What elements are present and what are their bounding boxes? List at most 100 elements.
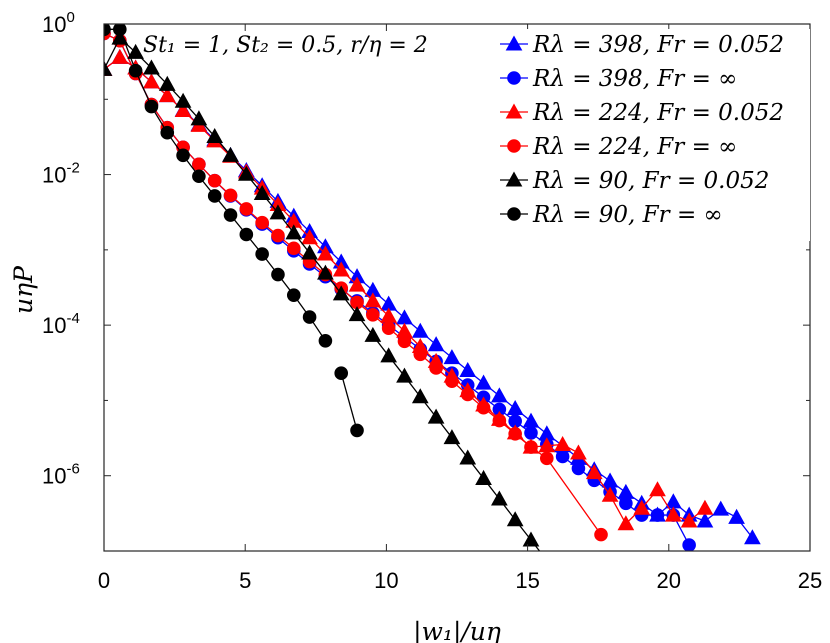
data-point xyxy=(160,125,175,140)
data-point xyxy=(207,189,222,203)
data-point xyxy=(429,361,443,375)
data-point xyxy=(223,208,238,222)
data-point xyxy=(222,146,239,162)
legend-item: Rλ = 224, Fr = ∞ xyxy=(500,134,737,160)
data-point xyxy=(682,538,696,551)
data-point xyxy=(476,400,491,415)
data-point xyxy=(144,99,159,114)
data-point xyxy=(301,244,318,260)
data-point xyxy=(271,228,285,243)
data-point xyxy=(524,440,538,454)
series-4 xyxy=(104,29,541,551)
data-point xyxy=(491,490,508,506)
data-point xyxy=(475,469,492,485)
legend-item: Rλ = 224, Fr = 0.052 xyxy=(500,100,784,126)
data-point xyxy=(364,292,382,308)
series-5 xyxy=(104,24,364,438)
data-point xyxy=(176,148,190,163)
legend: Rλ = 398, Fr = 0.052 Rλ = 398, Fr = ∞ Rλ =… xyxy=(494,29,810,241)
data-point xyxy=(237,165,255,181)
data-point xyxy=(712,500,730,516)
data-point xyxy=(540,451,554,466)
data-point xyxy=(104,60,113,76)
data-point xyxy=(223,188,238,203)
data-point xyxy=(334,366,349,380)
data-point xyxy=(255,215,269,230)
data-point xyxy=(143,73,160,89)
data-point xyxy=(127,43,144,59)
data-point xyxy=(239,202,254,216)
data-point xyxy=(459,361,477,377)
data-point xyxy=(128,63,143,78)
data-point xyxy=(381,321,396,336)
data-point xyxy=(585,464,603,480)
data-point xyxy=(255,247,269,261)
data-point xyxy=(492,413,507,428)
data-point xyxy=(443,349,461,365)
data-point xyxy=(696,499,714,515)
data-point xyxy=(411,388,429,404)
y-tick-label: 100 xyxy=(42,9,75,37)
legend-item: Rλ = 90, Fr = 0.052 xyxy=(500,168,769,194)
data-point xyxy=(460,387,475,402)
legend-label: Rλ = 90, Fr = ∞ xyxy=(532,202,723,228)
data-point xyxy=(104,24,111,37)
data-point xyxy=(143,59,160,75)
legend-marker xyxy=(505,35,523,51)
legend-marker xyxy=(505,103,523,119)
x-tick-label: 25 xyxy=(798,568,822,593)
data-point xyxy=(411,322,429,338)
legend-box xyxy=(494,29,810,241)
data-point xyxy=(366,308,380,322)
data-point xyxy=(445,374,459,389)
data-point xyxy=(491,387,508,403)
data-point xyxy=(192,169,206,184)
data-point xyxy=(443,429,461,445)
data-point xyxy=(617,515,635,531)
data-point xyxy=(649,481,666,497)
data-point xyxy=(633,499,651,515)
data-point xyxy=(744,529,761,545)
data-point xyxy=(350,423,364,438)
y-axis-label: uηP xyxy=(9,265,38,314)
data-point xyxy=(601,486,619,502)
data-point xyxy=(332,285,350,301)
data-point xyxy=(206,128,224,144)
legend-marker xyxy=(505,171,523,187)
data-point xyxy=(650,508,665,522)
data-point xyxy=(348,306,366,322)
data-point xyxy=(158,87,176,103)
data-point xyxy=(348,276,366,292)
data-point xyxy=(459,449,477,465)
axis-layer: 0 5 10 15 20 25 100 10-2 10-4 10-6 xyxy=(42,9,822,593)
x-tick-label: 0 xyxy=(98,568,110,593)
data-point xyxy=(524,426,538,440)
data-point xyxy=(111,48,129,64)
data-point xyxy=(158,75,176,91)
data-point xyxy=(286,241,301,256)
x-tick-label: 15 xyxy=(515,568,539,593)
legend-label: Rλ = 398, Fr = ∞ xyxy=(532,66,737,92)
data-point xyxy=(508,427,522,441)
legend-item: Rλ = 398, Fr = 0.052 xyxy=(500,32,784,58)
legend-label: Rλ = 224, Fr = ∞ xyxy=(532,134,737,160)
legend-marker xyxy=(507,139,521,153)
legend-item: Rλ = 90, Fr = ∞ xyxy=(500,202,723,228)
legend-label: Rλ = 398, Fr = 0.052 xyxy=(532,32,784,58)
data-point xyxy=(253,184,271,201)
y-tick-label: 10-6 xyxy=(42,461,80,489)
data-point xyxy=(728,508,745,524)
plot-frame xyxy=(103,23,811,552)
data-point xyxy=(301,229,318,245)
data-point xyxy=(570,444,587,460)
data-point xyxy=(696,512,714,528)
data-point xyxy=(594,527,608,542)
data-point xyxy=(317,245,334,261)
legend-item: Rλ = 398, Fr = ∞ xyxy=(500,66,737,92)
data-point xyxy=(364,326,382,342)
data-point xyxy=(190,110,208,126)
data-point xyxy=(397,334,412,349)
y-tick-label: 10-4 xyxy=(42,310,80,338)
data-point xyxy=(522,531,540,547)
